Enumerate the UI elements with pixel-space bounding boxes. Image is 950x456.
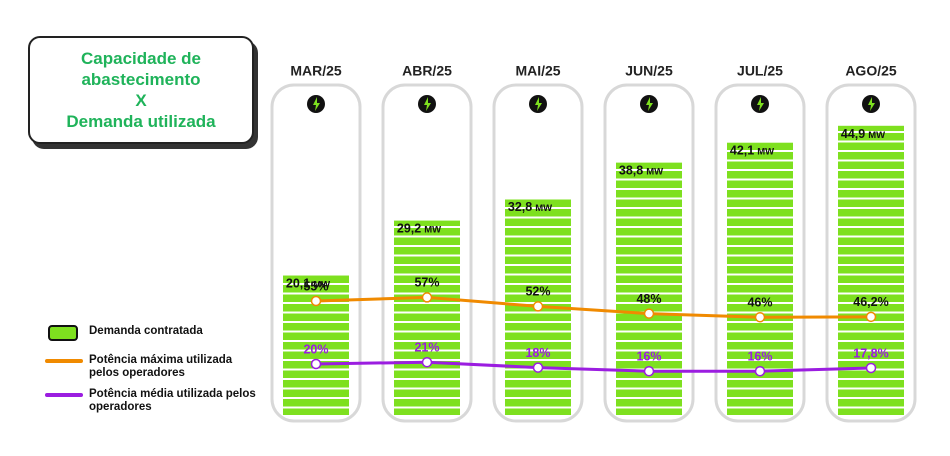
value-number: 29,2 <box>397 222 421 236</box>
bar <box>394 220 460 415</box>
value-label: 42,1 MW <box>730 144 774 158</box>
chart-title: Capacidade de abastecimento X Demanda utili… <box>28 36 254 144</box>
line-point <box>532 362 544 373</box>
line <box>315 360 872 373</box>
value-label: 44,9 MW <box>841 127 885 141</box>
line-point <box>643 365 655 377</box>
line-point <box>865 311 877 323</box>
legend-swatch <box>45 325 83 345</box>
value-unit: MW <box>424 224 441 235</box>
icon-bolt <box>868 97 875 111</box>
line-point <box>754 311 766 323</box>
title-line: Capacidade de <box>81 49 201 68</box>
title-line: X <box>135 91 147 110</box>
value-unit: MW <box>868 129 885 140</box>
value-unit: MW <box>313 279 330 290</box>
bar <box>616 162 682 415</box>
line-point <box>532 301 544 312</box>
value-number: 42,1 <box>730 144 754 158</box>
value-label: 20,1 MW <box>286 277 330 291</box>
value-number: 44,9 <box>841 127 865 141</box>
icon-bolt <box>535 97 542 111</box>
legend-icon <box>45 393 83 397</box>
legend-item: Demanda contratada <box>45 325 264 345</box>
legend-item: Potência máxima utilizada pelos operador… <box>45 354 264 380</box>
value-number: 38,8 <box>619 164 643 178</box>
x-tick-label: ABR/25 <box>402 63 452 79</box>
line-point <box>421 356 433 368</box>
legend-label: Potência média utilizada pelos operadore… <box>89 388 256 413</box>
value-label: 32,8 MW <box>508 200 552 214</box>
legend-icon <box>48 325 78 341</box>
icon-bolt <box>646 97 653 111</box>
value-label: 21% <box>414 340 439 354</box>
x-tick-label: MAR/25 <box>290 63 342 79</box>
title-line: abastecimento <box>81 70 201 89</box>
line-point <box>754 365 766 377</box>
x-tick-label: JUN/25 <box>625 63 673 79</box>
x-tick-label: MAI/25 <box>515 63 560 79</box>
line-point <box>310 295 322 307</box>
x-tick-label: AGO/25 <box>845 63 897 79</box>
legend-marker <box>48 325 78 341</box>
line-point <box>310 358 322 370</box>
value-number: 32,8 <box>508 200 532 214</box>
line-point <box>865 362 877 374</box>
title-line: Demanda utilizada <box>66 112 216 131</box>
value-label: 18% <box>525 346 550 360</box>
legend-item: Potência média utilizada pelos operadore… <box>45 388 264 414</box>
value-label: 17,8% <box>853 346 888 360</box>
value-unit: MW <box>646 166 663 177</box>
legend-swatch <box>45 354 83 374</box>
x-tick-label: JUL/25 <box>737 63 783 79</box>
value-label: 57% <box>414 276 439 290</box>
icon-bolt <box>424 97 431 111</box>
legend-swatch <box>45 388 83 408</box>
icon-bolt <box>757 97 764 111</box>
line-point <box>421 292 433 303</box>
legend-icon <box>45 359 83 363</box>
line <box>315 295 872 319</box>
value-label: 52% <box>525 285 550 299</box>
legend-label: Potência máxima utilizada pelos operador… <box>89 354 233 379</box>
value-number: 20,1 <box>286 277 310 291</box>
line-point <box>643 308 655 319</box>
value-label: 16% <box>636 349 661 363</box>
value-label: 38,8 MW <box>619 164 663 178</box>
value-unit: MW <box>535 202 552 213</box>
value-label: 55% <box>303 279 328 293</box>
value-label: 20% <box>303 342 328 356</box>
value-unit: MW <box>757 146 774 157</box>
value-label: 46,2% <box>853 295 888 309</box>
value-label: 16% <box>747 349 772 363</box>
icon-bolt <box>313 97 320 111</box>
legend-label: Demanda contratada <box>89 325 203 337</box>
value-label: 46% <box>747 295 772 309</box>
value-label: 29,2 MW <box>397 222 441 236</box>
value-label: 48% <box>636 292 661 306</box>
